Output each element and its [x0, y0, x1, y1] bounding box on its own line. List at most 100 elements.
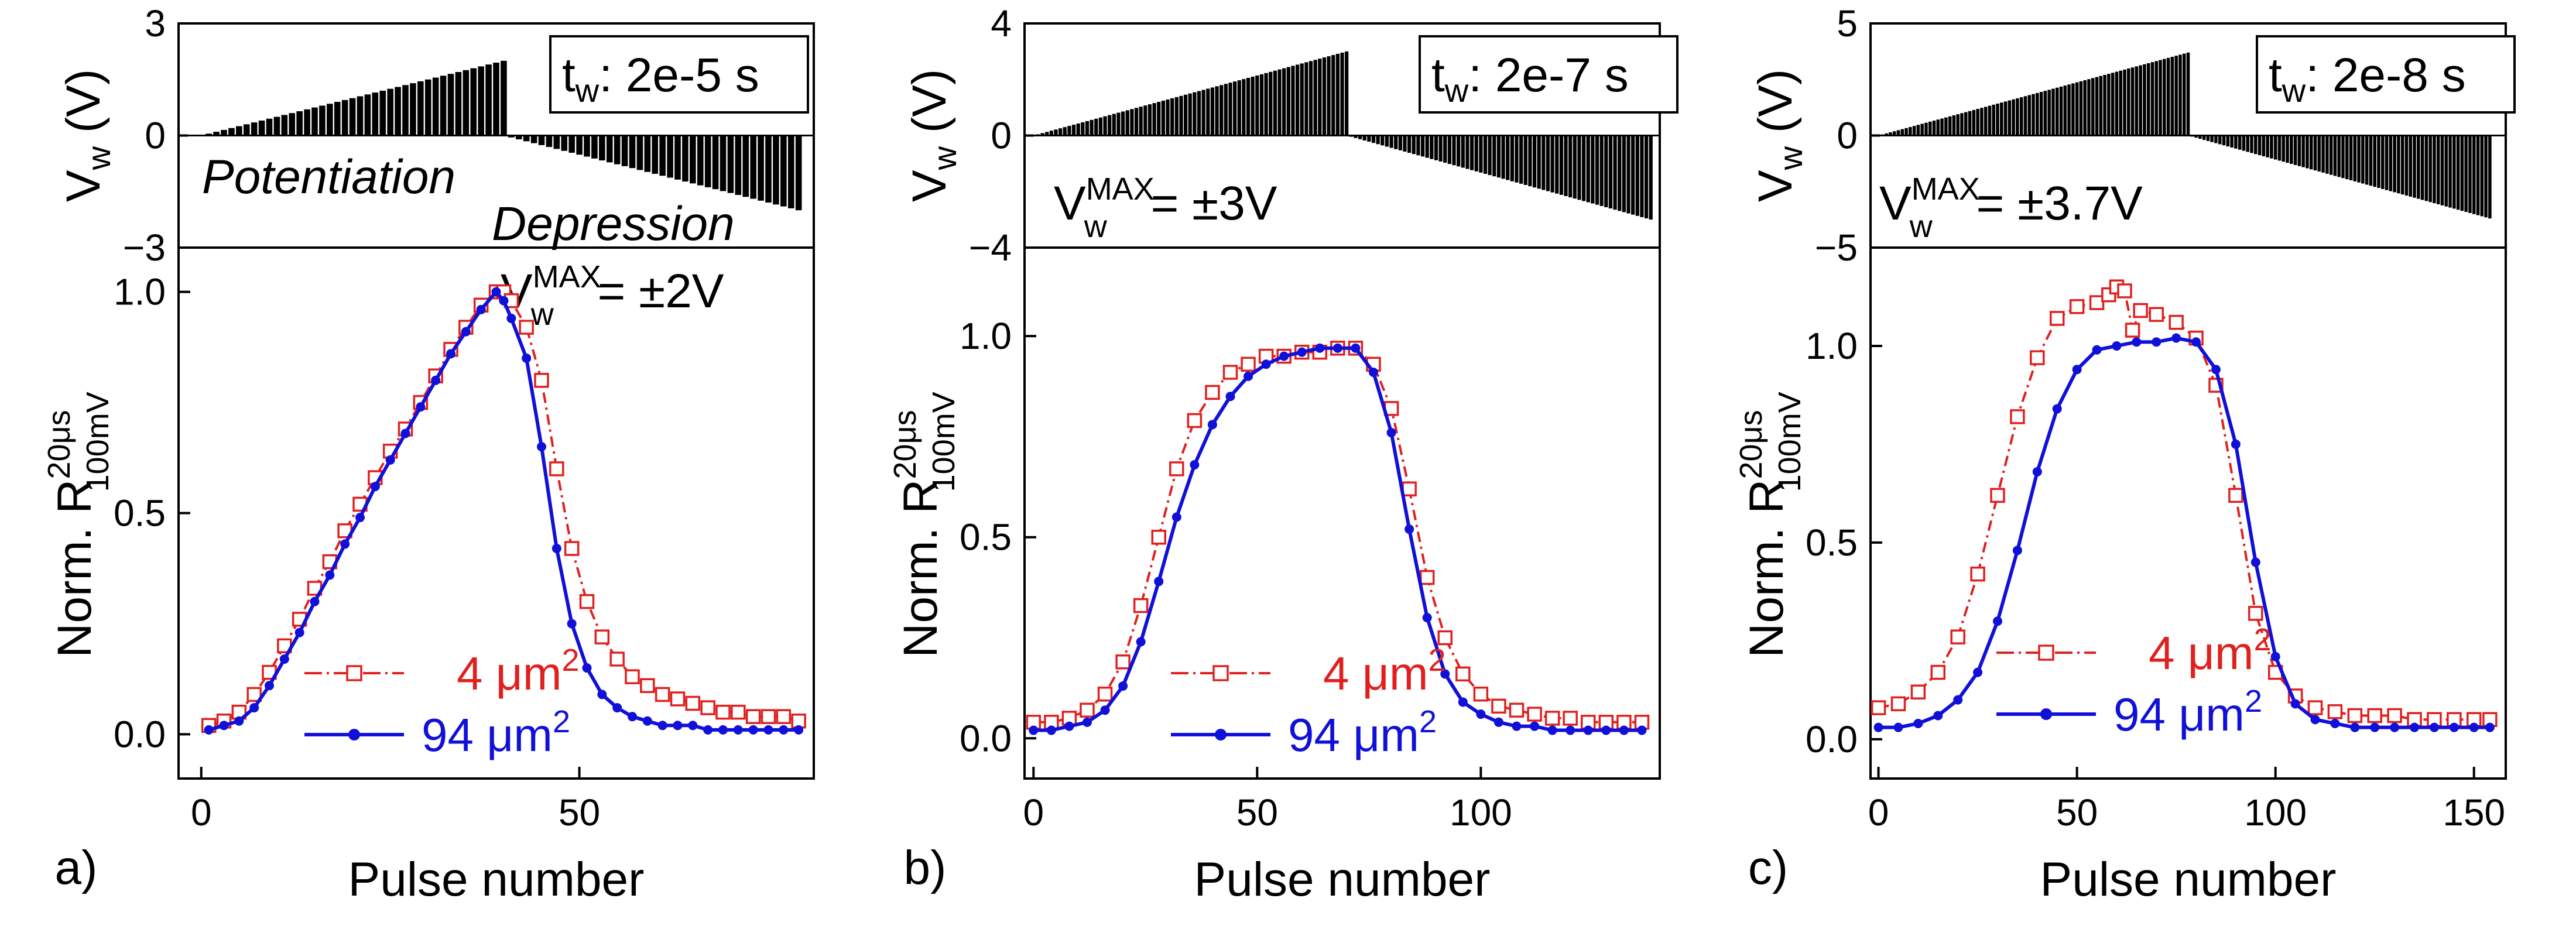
pulse-bar [2456, 135, 2460, 210]
pulse-bar [1479, 135, 1483, 173]
pulse-bar [1640, 135, 1644, 217]
data-point [1402, 481, 1417, 497]
data-point [2330, 718, 2340, 728]
data-point [1205, 385, 1220, 400]
pulse-bar [1896, 130, 1900, 136]
data-point [2469, 722, 2479, 732]
pulse-bar [1586, 135, 1590, 203]
data-point [779, 725, 789, 735]
data-point [609, 652, 625, 667]
data-point [776, 709, 792, 724]
ytick-label: 0.5 [960, 516, 1012, 558]
pulse-bar [508, 135, 515, 138]
data-point [2152, 337, 2161, 347]
data-point [731, 704, 746, 720]
pulse-bar [636, 135, 643, 170]
data-point [1133, 598, 1149, 613]
data-point [1458, 697, 1468, 707]
legend-sup: 2 [553, 704, 570, 739]
data-point [2169, 314, 2184, 330]
pulse-bar [667, 135, 673, 178]
pulse-bar [1622, 135, 1626, 212]
pulse-bar [2433, 135, 2436, 204]
pulse-bar [2123, 69, 2126, 136]
pulse-bar [1644, 135, 1649, 219]
legend-name: 4 μm [1323, 647, 1428, 700]
pulse-bar [2369, 135, 2373, 186]
pulse-bar [2075, 82, 2079, 136]
pulse-bar [463, 70, 470, 136]
pulse-bar [2238, 135, 2242, 150]
pulse-bar [1430, 135, 1434, 159]
pulse-bar [2163, 59, 2166, 136]
pulse-bar [523, 135, 530, 142]
pulse-bar [2186, 52, 2190, 136]
pulse-bar [1228, 83, 1232, 136]
legend-marker [1212, 665, 1229, 681]
pulse-bar [1246, 78, 1251, 136]
pulse-bar [1474, 135, 1478, 172]
pulse-bar [1542, 135, 1546, 190]
pulse-bar [1108, 115, 1112, 136]
pulse-bar [1885, 133, 1888, 136]
pulse-bar [2385, 135, 2389, 190]
data-point [2270, 652, 2280, 661]
pulse-bar [1559, 135, 1564, 195]
legend-label: 4 μm2 [2149, 622, 2272, 679]
pulse-bar [1085, 121, 1090, 136]
legend-sup: 2 [1419, 704, 1437, 739]
pulse-bar [2008, 100, 2012, 136]
data-point [1261, 359, 1271, 369]
ytick-label: 0.0 [960, 717, 1012, 759]
pulse-bar [2039, 92, 2043, 136]
data-point [1064, 721, 1074, 731]
pulse-bar [349, 98, 356, 136]
pulse-train [1036, 51, 1653, 220]
pulse-bar [2381, 135, 2385, 189]
pulse-bar [2377, 135, 2380, 188]
tw-sub: w [1444, 72, 1469, 109]
pulse-bar [2290, 135, 2293, 164]
data-point [1097, 686, 1113, 702]
data-point [2191, 337, 2201, 347]
data-point [325, 570, 335, 580]
data-point [628, 712, 637, 722]
data-point [688, 721, 698, 731]
pulse-bar [1626, 135, 1630, 214]
pulse-bar [1335, 53, 1340, 136]
pulse-bar [2341, 135, 2345, 179]
pulse-bar [2266, 135, 2269, 157]
bottom-plot-frame [1023, 246, 1661, 780]
pulse-bar [1909, 126, 1912, 136]
pulse-bar [2032, 94, 2035, 136]
panel-label: c) [1748, 841, 1788, 894]
data-point [355, 513, 365, 523]
data-point [1279, 351, 1289, 361]
pulse-bar [485, 64, 492, 136]
pulse-bar [1376, 135, 1380, 145]
data-point [2231, 439, 2241, 449]
pulse-bar [2361, 135, 2365, 184]
tw-text: : 2e-8 s [2306, 49, 2465, 102]
pulse-bar [584, 135, 590, 157]
ylabel-sub: 100mV [926, 392, 961, 492]
pulse-bar [1403, 135, 1407, 152]
vmax-label: VMAX w = ±2V [501, 259, 724, 332]
data-point [2211, 365, 2221, 375]
pulse-bar [1161, 100, 1165, 136]
legend-label: 94 μm2 [422, 704, 570, 761]
data-point [416, 402, 426, 412]
series-filled-circle [1029, 343, 1647, 735]
pulse-bar [2468, 135, 2472, 213]
data-point [625, 669, 640, 684]
annotation-depression: Depression [492, 197, 735, 251]
top-ylabel-sub: w [926, 146, 963, 170]
pulse-bar [1300, 63, 1304, 136]
pulse-bar [1972, 109, 1976, 136]
pulse-bar [2417, 135, 2420, 199]
pulse-bar [251, 122, 258, 136]
pulse-bar [1125, 110, 1129, 136]
pulse-bar [1166, 99, 1170, 136]
data-point [446, 349, 455, 359]
